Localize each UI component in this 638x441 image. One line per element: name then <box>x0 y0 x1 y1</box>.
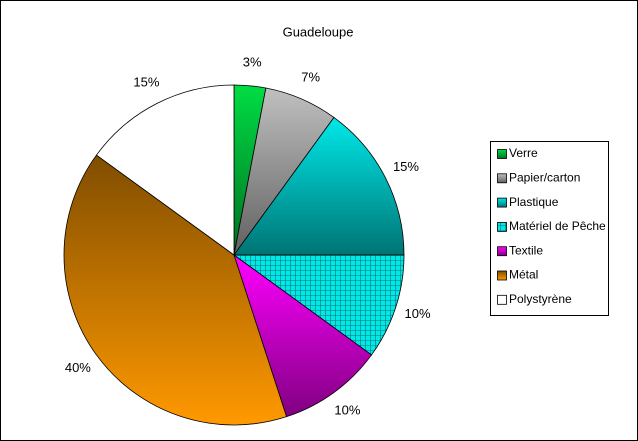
pie-slice <box>63 154 288 426</box>
data-label: 10% <box>334 403 360 418</box>
data-label: 10% <box>405 306 431 321</box>
legend-label: Polystyrène <box>509 292 572 306</box>
pie-slice <box>233 116 405 256</box>
legend-label: Verre <box>509 146 538 160</box>
legend-swatch <box>497 173 507 184</box>
legend-swatch <box>497 246 507 257</box>
data-label: 40% <box>65 360 91 375</box>
legend-label: Matériel de Pêche <box>509 219 606 233</box>
pie-slice <box>233 253 373 418</box>
legend-label: Métal <box>509 268 538 282</box>
legend-label: Papier/carton <box>509 170 580 184</box>
data-label: 7% <box>301 69 320 84</box>
chart-title: Guadeloupe <box>283 24 354 39</box>
legend-swatch <box>497 294 507 305</box>
legend-swatch <box>497 197 507 208</box>
legend-swatch <box>497 270 507 281</box>
pie-slice <box>95 84 235 256</box>
data-label: 15% <box>393 159 419 174</box>
pie-slice <box>232 254 405 356</box>
legend-swatch <box>497 149 507 159</box>
legend: Verre Papier/carton Plastique Matériel de P… <box>497 146 606 306</box>
data-label: 3% <box>243 54 262 69</box>
data-label: 15% <box>133 74 159 89</box>
legend-box <box>490 141 609 316</box>
legend-label: Textile <box>509 243 543 257</box>
legend-swatch <box>497 221 507 232</box>
pie: 3% 7% 15% 10% 10% 40% 15% <box>63 54 431 426</box>
legend-label: Plastique <box>509 195 559 209</box>
